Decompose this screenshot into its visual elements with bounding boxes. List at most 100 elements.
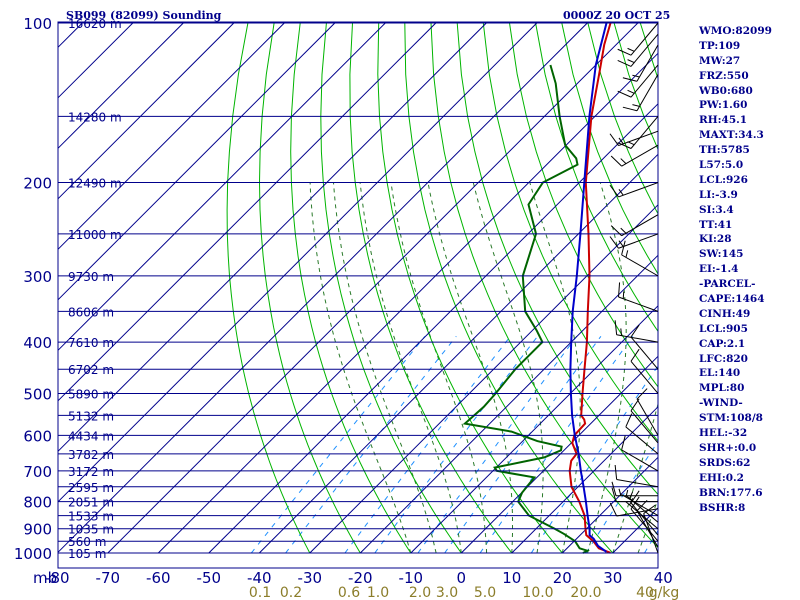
wind-barb [611, 487, 658, 503]
height-label: 4434 m [68, 429, 114, 443]
dry-adiabat [258, 22, 361, 554]
moist-adiabat [637, 497, 658, 554]
index-item: KI:28 [699, 233, 732, 246]
index-item: -PARCEL- [699, 278, 756, 291]
index-item: TT:41 [699, 218, 733, 231]
mixing-ratio-line [417, 335, 578, 554]
index-item: WMO:82099 [699, 25, 772, 37]
height-label: 105 m [68, 547, 106, 561]
temperature-tick-label: -30 [298, 569, 323, 587]
mixing-ratio-label: 20.0 [570, 585, 601, 600]
index-item: TH:5785 [699, 144, 750, 157]
isotherm-line [57, 22, 386, 351]
mixing-ratio-line [444, 336, 602, 554]
index-item: MPL:80 [699, 382, 745, 395]
wind-barb [622, 74, 659, 112]
height-label: 3172 m [68, 465, 114, 479]
wind-barb [609, 233, 659, 249]
mixing-ratio-label: 3.0 [436, 585, 458, 600]
isotherm-line [157, 52, 659, 554]
temperature-tick-label: -20 [348, 569, 373, 587]
temperature-line [568, 22, 612, 554]
parcel-line [569, 22, 608, 553]
wind-barb [614, 320, 659, 343]
pressure-tick-label: 200 [23, 175, 52, 193]
moist-adiabat [587, 182, 627, 554]
isotherm-line [359, 254, 659, 554]
isotherm-line [460, 355, 659, 554]
wind-barb [609, 502, 659, 517]
wind-barb [609, 182, 659, 198]
isotherm-line [57, 22, 134, 99]
isotherm-line [57, 22, 538, 503]
isotherm-line [57, 22, 235, 200]
temperature-tick-label: 0 [457, 569, 467, 587]
height-label: 2051 m [68, 496, 114, 510]
index-item: EHI:0.2 [699, 471, 744, 484]
index-item: EL:140 [699, 367, 741, 380]
moist-adiabat [472, 182, 544, 554]
indices-panel: WMO:82099 TP:109 MW:27 FRZ:550 WB0:680 PW:1.6… [699, 24, 800, 515]
mixing-ratio-line [250, 335, 426, 554]
isotherm-line [57, 22, 437, 402]
moist-adiabat [309, 182, 412, 554]
wind-barb [630, 324, 659, 370]
index-item: CINH:49 [699, 307, 751, 320]
index-item: LCL:905 [699, 322, 748, 335]
wind-barb [614, 464, 659, 488]
index-item: L57:5.0 [699, 159, 744, 172]
height-label: 12490 m [68, 177, 122, 191]
dewpoint-line [462, 64, 590, 554]
index-item: LI:-3.9 [699, 188, 738, 201]
pressure-tick-label: 600 [23, 427, 52, 445]
isotherm-line [57, 22, 184, 149]
mixing-ratio-label: 2.0 [409, 585, 431, 600]
height-label: 6702 m [68, 363, 114, 377]
mixing-ratio-label: 1.0 [367, 585, 389, 600]
pressure-tick-label: 1000 [14, 545, 52, 563]
wind-barb [617, 64, 659, 98]
wind-barb [610, 144, 659, 167]
index-item: SW:145 [699, 248, 744, 261]
isotherm-line [561, 456, 659, 554]
valid-time: 0000Z 20 OCT 25 [563, 9, 671, 22]
height-label: 14280 m [68, 110, 122, 124]
wind-barb [636, 388, 659, 436]
mixing-ratio-label: g/kg [649, 585, 680, 600]
pressure-tick-label: 300 [23, 268, 52, 286]
index-item: RH:45.1 [699, 114, 748, 127]
wind-barb [617, 22, 659, 56]
temperature-tick-label: -10 [399, 569, 424, 587]
isotherm-line [57, 22, 83, 48]
pressure-tick-label: 400 [23, 334, 52, 352]
mixing-ratio-label: 0.6 [338, 585, 360, 600]
dry-adiabat [349, 22, 513, 554]
wind-barb [618, 282, 659, 312]
index-item: STM:108/8 [699, 412, 763, 425]
wind-barb [617, 33, 659, 67]
isotherm-line [410, 305, 659, 554]
mixing-ratio-label: 0.1 [249, 585, 271, 600]
isotherm-line [57, 22, 487, 452]
height-label: 1035 m [68, 523, 114, 537]
wind-barb [630, 348, 659, 394]
pressure-tick-label: 900 [23, 521, 52, 539]
temperature-tick-label: -50 [197, 569, 222, 587]
isotherm-line [309, 204, 659, 554]
height-label: 11000 m [68, 228, 122, 242]
wind-barb [625, 413, 659, 455]
index-item: MW:27 [699, 54, 741, 67]
index-item: HEL:-32 [699, 427, 748, 440]
moist-adiabat [427, 182, 513, 554]
height-label: 5890 m [68, 387, 114, 401]
index-item: LCL:926 [699, 173, 748, 186]
index-item: SI:3.4 [699, 203, 734, 216]
height-label: 16620 m [68, 17, 122, 31]
height-label: 2595 m [68, 481, 114, 495]
mixing-ratio-label: 0.2 [280, 585, 302, 600]
wind-barb [621, 435, 659, 472]
dry-adiabat [456, 22, 658, 496]
moist-adiabat [333, 182, 437, 554]
index-item: WB0:680 [699, 84, 753, 97]
